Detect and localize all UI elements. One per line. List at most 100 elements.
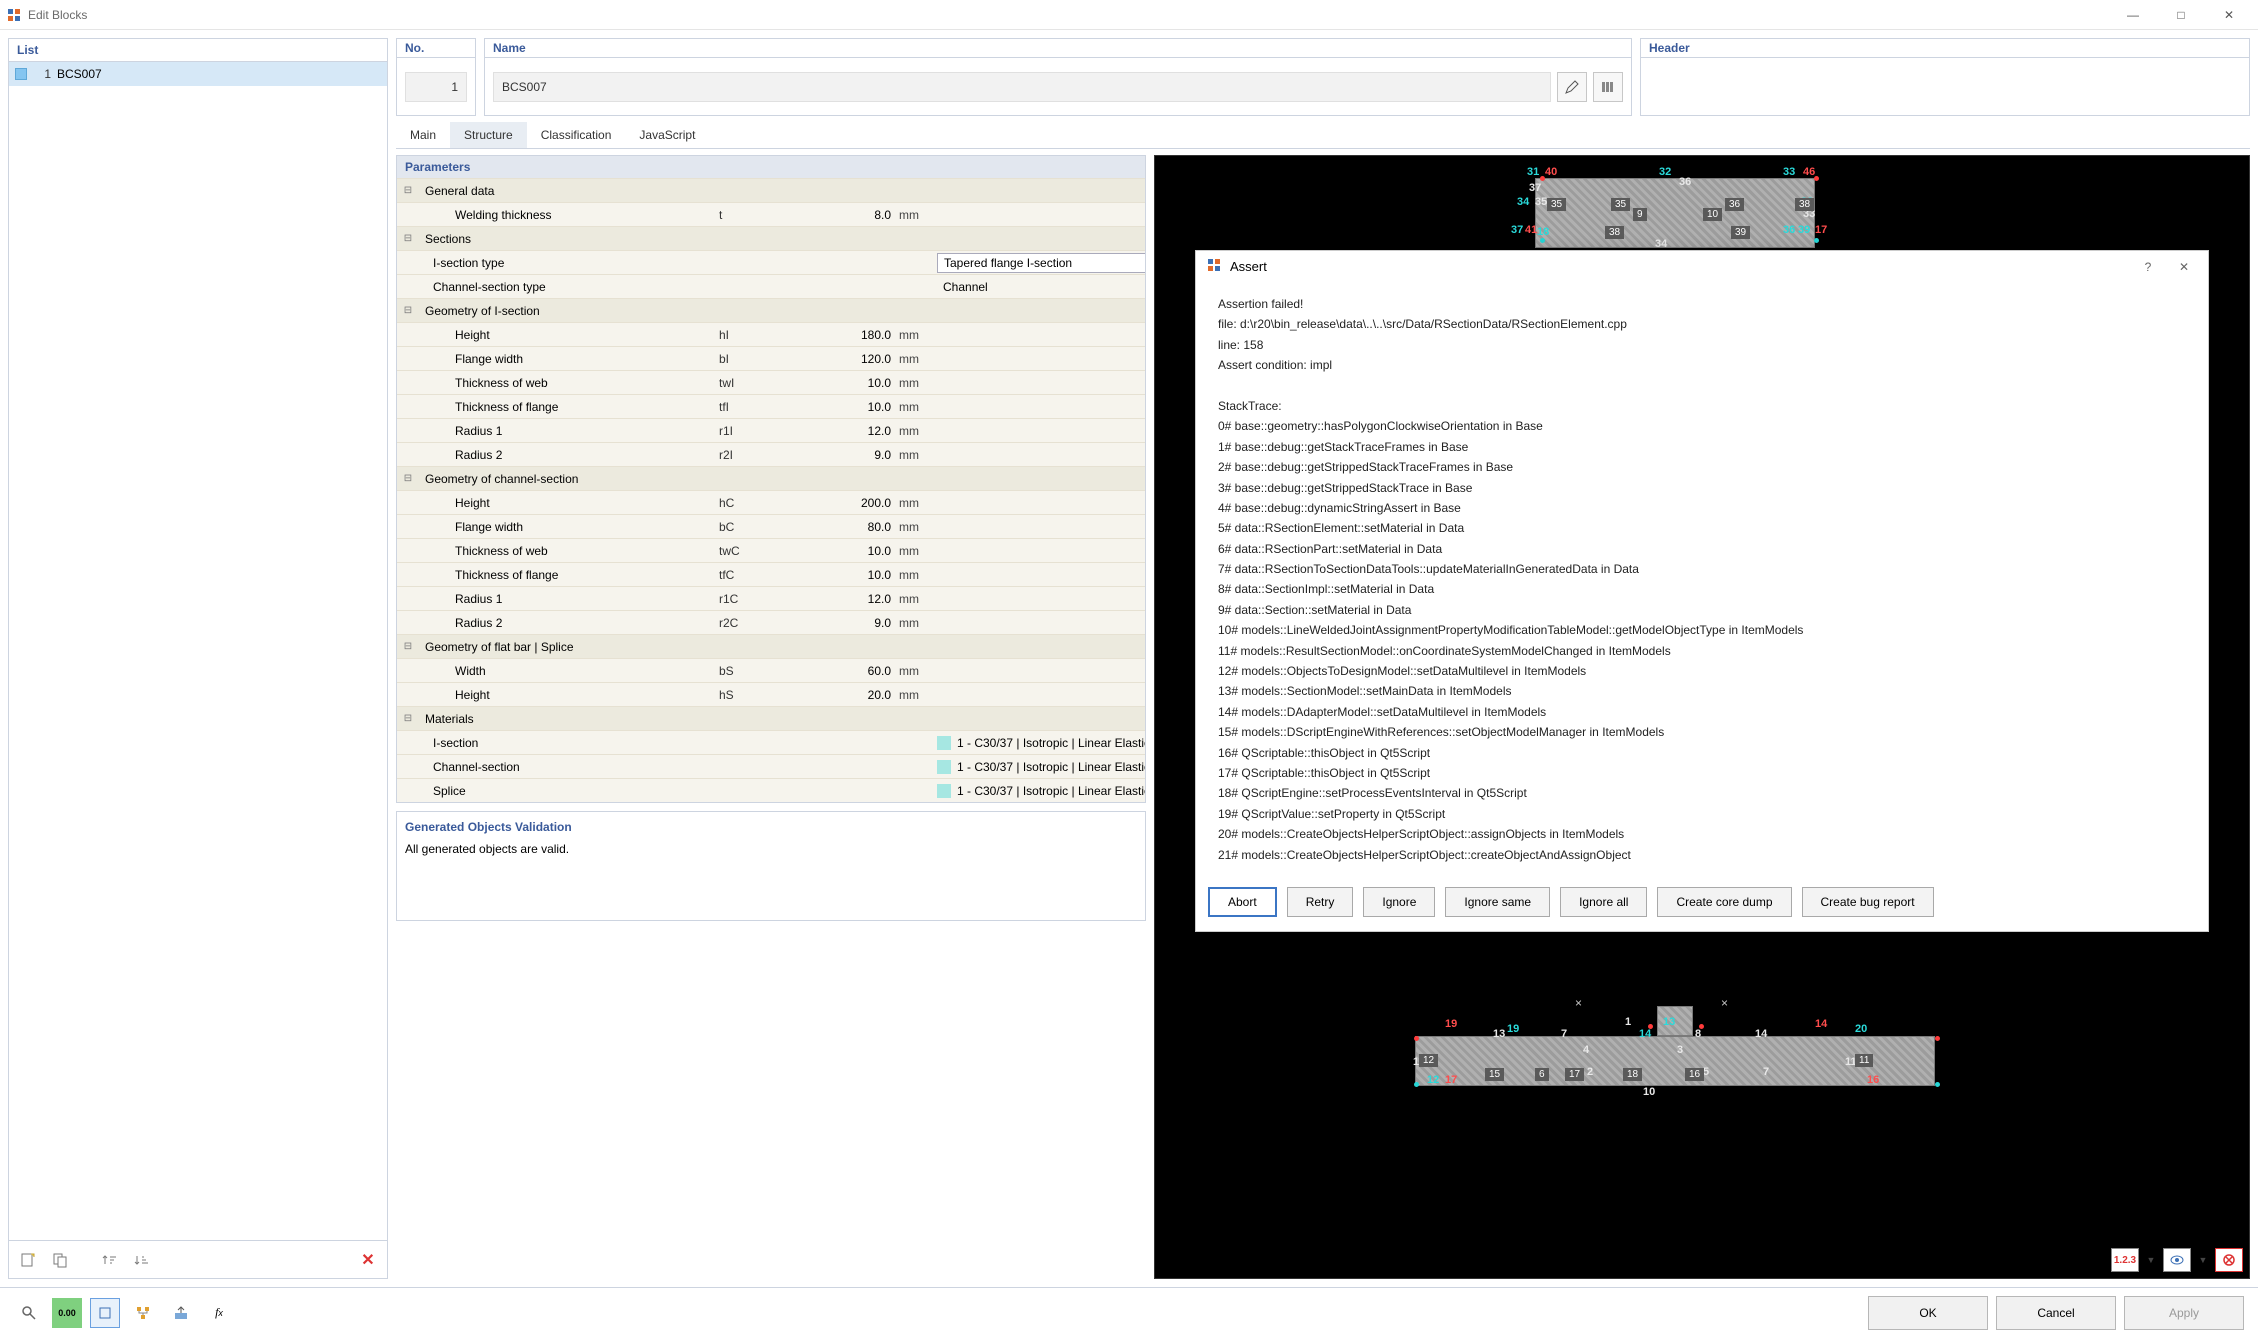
param-value[interactable]: 10.0 [779,544,899,558]
param-row[interactable]: HeighthI180.0mm [397,322,1145,346]
new-button[interactable] [15,1247,41,1273]
name-input[interactable] [493,72,1551,102]
no-input[interactable] [405,72,467,102]
ok-button[interactable]: OK [1868,1296,1988,1330]
param-row[interactable]: Thickness of flangetfC10.0mm [397,562,1145,586]
validation-message: All generated objects are valid. [405,842,1137,856]
minimize-button[interactable]: — [2110,1,2156,29]
param-value[interactable]: 200.0 [779,496,899,510]
param-row[interactable]: Channel-section1 - C30/37 | Isotropic | … [397,754,1145,778]
param-label: Thickness of web [419,544,719,558]
param-row[interactable]: Flange widthbC80.0mm [397,514,1145,538]
param-row[interactable]: Splice1 - C30/37 | Isotropic | Linear El… [397,778,1145,802]
param-value[interactable]: 10.0 [779,376,899,390]
assert-ignore-button[interactable]: Ignore [1363,887,1435,917]
param-value[interactable]: 8.0 [779,208,899,222]
param-value[interactable]: 10.0 [779,400,899,414]
param-dropdown[interactable]: Tapered flange I-section▾ [937,253,1145,273]
assert-create-core-dump-button[interactable]: Create core dump [1657,887,1791,917]
list-item[interactable]: 1 BCS007 [9,62,387,86]
assert-title: Assert [1230,259,2126,274]
assert-help-button[interactable]: ? [2134,260,2162,274]
cancel-button[interactable]: Cancel [1996,1296,2116,1330]
param-row[interactable]: Radius 1r1I12.0mm [397,418,1145,442]
param-group[interactable]: ⊟Geometry of I-section [397,298,1145,322]
tab-structure[interactable]: Structure [450,122,527,148]
apply-button[interactable]: Apply [2124,1296,2244,1330]
assert-abort-button[interactable]: Abort [1208,887,1277,917]
tab-main[interactable]: Main [396,122,450,148]
assert-close-button[interactable]: ✕ [2170,260,2198,274]
param-row[interactable]: I-section1 - C30/37 | Isotropic | Linear… [397,730,1145,754]
material-swatch [937,784,951,798]
preview-numbering-dropdown[interactable]: ▼ [2145,1248,2157,1272]
param-value[interactable]: 20.0 [779,688,899,702]
param-row[interactable]: Flange widthbI120.0mm [397,346,1145,370]
param-row[interactable]: HeighthC200.0mm [397,490,1145,514]
param-value[interactable]: 80.0 [779,520,899,534]
sort-desc-button[interactable] [129,1247,155,1273]
param-row[interactable]: HeighthS20.0mm [397,682,1145,706]
param-group[interactable]: ⊟Materials [397,706,1145,730]
param-unit: mm [899,496,959,510]
param-material[interactable]: 1 - C30/37 | Isotropic | Linear Elastic [937,760,1145,774]
param-group[interactable]: ⊟Geometry of channel-section [397,466,1145,490]
param-value[interactable]: 9.0 [779,448,899,462]
assert-body: Assertion failed!file: d:\r20\bin_releas… [1196,282,2208,877]
assert-ignore-same-button[interactable]: Ignore same [1445,887,1550,917]
search-button[interactable] [14,1298,44,1328]
delete-button[interactable]: ✕ [355,1247,381,1273]
param-value[interactable]: 9.0 [779,616,899,630]
preview-visibility-dropdown[interactable]: ▼ [2197,1248,2209,1272]
param-row[interactable]: Thickness of webtwC10.0mm [397,538,1145,562]
assert-create-bug-report-button[interactable]: Create bug report [1802,887,1934,917]
tab-javascript[interactable]: JavaScript [625,122,709,148]
param-row[interactable]: Channel-section typeChannel [397,274,1145,298]
list-panel: List 1 BCS007 ✕ [8,38,388,1279]
maximize-button[interactable]: □ [2158,1,2204,29]
assert-ignore-all-button[interactable]: Ignore all [1560,887,1647,917]
preview-viewport[interactable]: 3140323346373634383541371836391733341919… [1154,155,2250,1279]
param-value[interactable]: 12.0 [779,592,899,606]
param-row[interactable]: Thickness of webtwI10.0mm [397,370,1145,394]
export-button[interactable] [166,1298,196,1328]
param-row[interactable]: Radius 2r2C9.0mm [397,610,1145,634]
assert-retry-button[interactable]: Retry [1287,887,1354,917]
param-material[interactable]: 1 - C30/37 | Isotropic | Linear Elastic [937,736,1145,750]
param-material[interactable]: 1 - C30/37 | Isotropic | Linear Elastic [937,784,1145,798]
node-label: 31 [1527,166,1539,178]
param-row[interactable]: Radius 2r2I9.0mm [397,442,1145,466]
preview-visibility-button[interactable] [2163,1248,2191,1272]
block-icon [15,68,27,80]
library-button[interactable] [1593,72,1623,102]
param-row[interactable]: Thickness of flangetfI10.0mm [397,394,1145,418]
param-group[interactable]: ⊟Geometry of flat bar | Splice [397,634,1145,658]
param-value[interactable]: 10.0 [779,568,899,582]
param-row[interactable]: I-section typeTapered flange I-section▾ [397,250,1145,274]
node-label: 2 [1587,1066,1593,1078]
param-group[interactable]: ⊟General data [397,178,1145,202]
sort-asc-button[interactable] [97,1247,123,1273]
preview-reset-button[interactable] [2215,1248,2243,1272]
precision-button[interactable]: 0.00 [52,1298,82,1328]
assert-dialog: Assert ? ✕ Assertion failed!file: d:\r20… [1195,250,2209,932]
close-button[interactable]: ✕ [2206,1,2252,29]
param-symbol: tfC [719,568,779,582]
param-unit: mm [899,664,959,678]
param-group[interactable]: ⊟Sections [397,226,1145,250]
param-value[interactable]: 120.0 [779,352,899,366]
tab-classification[interactable]: Classification [527,122,626,148]
function-button[interactable]: fx [204,1298,234,1328]
param-row[interactable]: WidthbS60.0mm [397,658,1145,682]
param-value[interactable]: 60.0 [779,664,899,678]
edit-name-button[interactable] [1557,72,1587,102]
header-field: Header [1640,38,2250,116]
param-row[interactable]: Radius 1r1C12.0mm [397,586,1145,610]
shape-button[interactable] [90,1298,120,1328]
tree-button[interactable] [128,1298,158,1328]
copy-button[interactable] [47,1247,73,1273]
param-value[interactable]: 12.0 [779,424,899,438]
param-value[interactable]: 180.0 [779,328,899,342]
preview-numbering-button[interactable]: 1.2.3 [2111,1248,2139,1272]
param-row[interactable]: Welding thicknesst8.0mm [397,202,1145,226]
